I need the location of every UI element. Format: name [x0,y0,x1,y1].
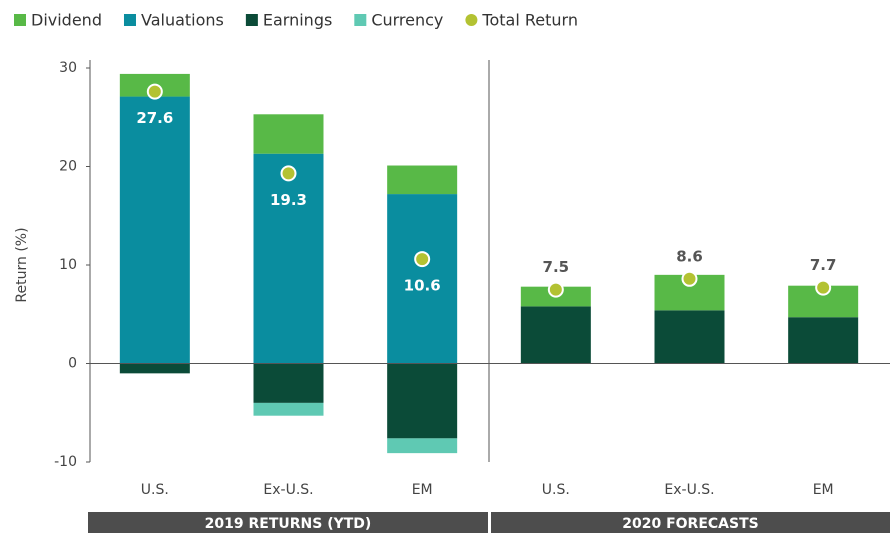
y-tick-label: -10 [54,454,77,470]
legend-label: Valuations [141,11,224,30]
y-tick-label: 0 [68,356,77,372]
x-tick-label: U.S. [542,482,570,498]
total-return-point [414,251,431,268]
y-tick-label: 30 [59,60,77,76]
total-return-point [280,165,297,182]
group-label: 2020 FORECASTS [622,516,758,532]
x-tick-label: Ex-U.S. [664,482,714,498]
legend-swatch [123,14,136,26]
bar-segment [387,165,458,195]
bar-segment [253,402,324,416]
y-tick-label: 10 [59,257,77,273]
legend-swatch [14,14,26,26]
legend-swatch [465,14,478,26]
bar-segment [387,194,458,364]
bar-segment [387,363,458,439]
bar-segment [654,310,725,364]
data-label: 19.3 [270,191,307,209]
data-label: 10.6 [404,277,441,295]
group-label: 2019 RETURNS (YTD) [205,516,372,532]
bar-segment [253,363,324,403]
bar-segment [788,317,859,364]
group-header [88,512,488,533]
bar-segment [253,114,324,154]
x-tick-label: Ex-U.S. [263,482,313,498]
bar-segment [119,363,190,374]
y-tick-label: 20 [59,159,77,175]
legend-label: Currency [371,11,443,30]
data-label: 7.5 [543,258,570,276]
x-tick-label: EM [412,482,433,498]
data-label: 27.6 [136,109,173,127]
bar-segment [253,153,324,364]
legend-label: Dividend [31,11,102,30]
x-tick-label: EM [813,482,834,498]
total-return-point [146,83,163,100]
x-tick-label: U.S. [141,482,169,498]
legend-swatch [354,14,367,26]
bar-segment [119,96,190,364]
total-return-point [547,281,564,298]
bar-segment [387,438,458,454]
total-return-point [815,279,832,296]
legend-label: Earnings [263,11,332,30]
data-label: 7.7 [810,256,837,274]
legend-swatch [245,14,258,26]
legend-label: Total Return [481,11,578,30]
group-header [491,512,890,533]
total-return-point [681,270,698,287]
y-axis-label: Return (%) [14,227,30,302]
bar-segment [520,306,591,364]
data-label: 8.6 [676,247,703,265]
